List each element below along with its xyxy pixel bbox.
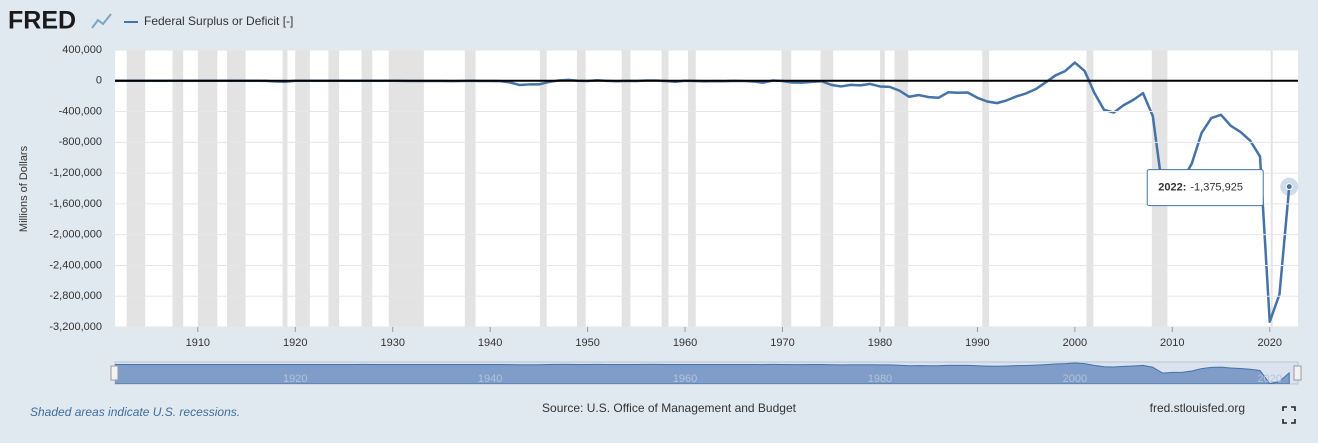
x-tick-label: 1940 (478, 337, 502, 349)
recession-band (197, 50, 218, 327)
navigator-handle[interactable] (110, 365, 119, 381)
recession-band (879, 50, 885, 327)
y-tick-label: -800,000 (59, 136, 102, 148)
navigator-tick-label: 2000 (1063, 373, 1087, 385)
x-tick-label: 1970 (770, 337, 794, 349)
x-tick-label: 1980 (868, 337, 892, 349)
x-tick-label: 1950 (575, 337, 599, 349)
recession-band (388, 50, 424, 327)
recession-band (1270, 50, 1273, 327)
recession-band (661, 50, 669, 327)
x-tick-label: 1960 (673, 337, 697, 349)
recession-band (295, 50, 310, 327)
logo-icon (91, 13, 112, 29)
plot-clip (115, 50, 1291, 327)
tooltip-text: 2022: -1,375,925 (1158, 182, 1243, 194)
x-tick-label: 1910 (186, 337, 210, 349)
navigator-tick-label: 2020 (1257, 373, 1281, 385)
recession-band (361, 50, 373, 327)
navigator-handle[interactable] (1293, 365, 1302, 381)
recession-band (1086, 50, 1094, 327)
y-tick-label: -1,200,000 (49, 167, 102, 179)
recession-band (464, 50, 476, 327)
recession-band (687, 50, 696, 327)
source: Source: U.S. Office of Management and Bu… (542, 401, 797, 415)
recession-note: Shaded areas indicate U.S. recessions. (30, 405, 240, 419)
legend-label: Federal Surplus or Deficit [-] (144, 14, 293, 28)
x-tick-label: 2020 (1257, 337, 1281, 349)
fullscreen-icon[interactable] (1282, 406, 1296, 424)
plot-area (115, 50, 1298, 327)
y-tick-label: 0 (96, 75, 102, 87)
navigator-tick-label: 1940 (478, 373, 502, 385)
tooltip-date: 2022: (1158, 182, 1186, 194)
y-tick-label: -2,800,000 (49, 290, 102, 302)
y-tick-label: -2,400,000 (49, 259, 102, 271)
x-tick-label: 2000 (1063, 337, 1087, 349)
site: fred.stlouisfed.org (1150, 401, 1245, 415)
y-tick-label: -1,600,000 (49, 198, 102, 210)
y-tick-label: -2,000,000 (49, 229, 102, 241)
logo: FRED (8, 7, 76, 35)
recession-band (982, 50, 990, 327)
recession-band (621, 50, 631, 327)
navigator-tick-label: 1980 (868, 373, 892, 385)
y-tick-label: -3,200,000 (49, 321, 102, 333)
recession-band (227, 50, 246, 327)
y-axis-label: Millions of Dollars (18, 145, 30, 232)
navigator-area (115, 362, 1290, 384)
recession-band (328, 50, 340, 327)
recession-band (576, 50, 586, 327)
navigator-clip (115, 362, 1290, 384)
x-tick-label: 1990 (965, 337, 989, 349)
tooltip-value: -1,375,925 (1190, 182, 1243, 194)
recession-band (172, 50, 184, 327)
navigator-tick-label: 1960 (673, 373, 697, 385)
recession-band (781, 50, 792, 327)
y-tick-label: -400,000 (59, 105, 102, 117)
x-tick-label: 1930 (380, 337, 404, 349)
x-tick-label: 1920 (283, 337, 307, 349)
navigator-tick-label: 1920 (283, 373, 307, 385)
tooltip-box (1146, 169, 1264, 207)
recession-band (539, 50, 547, 327)
y-tick-label: 400,000 (62, 44, 102, 56)
recession-band (126, 50, 146, 327)
recession-band (282, 50, 288, 327)
recession-band (820, 50, 834, 327)
hover-point (1285, 183, 1293, 191)
x-tick-label: 2010 (1160, 337, 1184, 349)
recession-band (894, 50, 909, 327)
